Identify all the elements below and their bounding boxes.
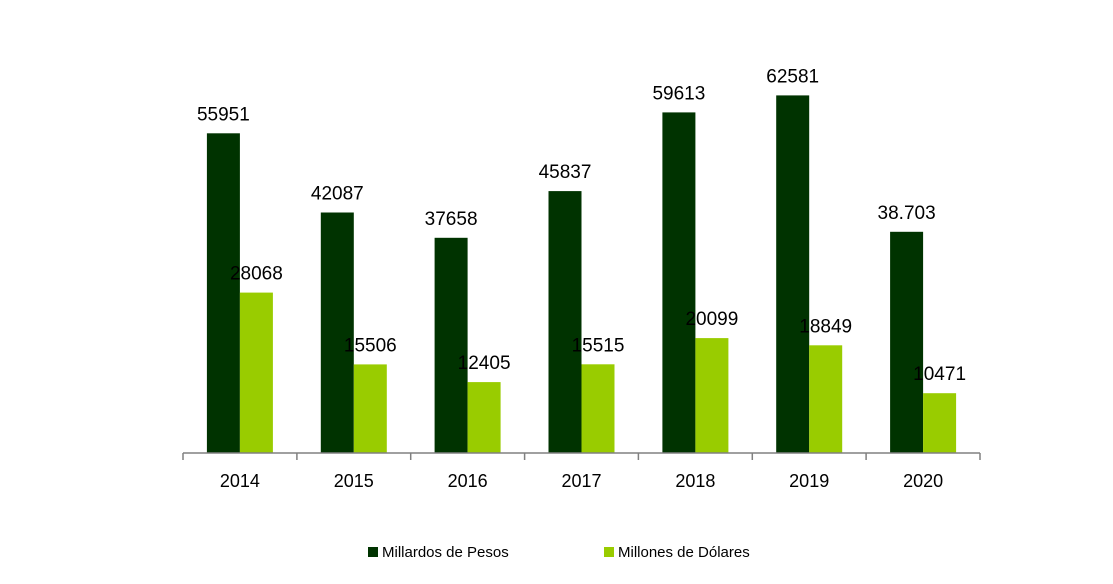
data-label-dolares-2015: 15506	[344, 335, 397, 356]
bar-pesos-2018	[662, 112, 696, 454]
legend-label-pesos: Millardos de Pesos	[382, 544, 509, 561]
legend-swatch-pesos	[368, 547, 378, 557]
data-label-dolares-2014: 28068	[230, 264, 283, 285]
legend: Millardos de Pesos Millones de Dólares	[368, 544, 750, 561]
data-label-pesos-2014: 55951	[197, 104, 250, 125]
legend-swatch-dolares	[604, 547, 614, 557]
bar-pesos-2017	[548, 191, 582, 453]
data-label-pesos-2020: 38.703	[878, 203, 936, 224]
data-label-dolares-2016: 12405	[458, 353, 511, 374]
data-label-dolares-2019: 18849	[799, 316, 852, 337]
legend-label-dolares: Millones de Dólares	[618, 544, 750, 561]
bar-pesos-2016	[434, 237, 468, 453]
data-label-pesos-2019: 62581	[766, 66, 819, 87]
bar-dolares-2016	[467, 382, 501, 453]
bar-dolares-2019	[809, 345, 843, 453]
bar-dolares-2014	[239, 292, 273, 453]
x-tick-label-2017: 2017	[561, 471, 601, 491]
x-tick-label-2014: 2014	[220, 471, 260, 491]
data-label-dolares-2020: 10471	[913, 364, 966, 385]
bar-dolares-2018	[695, 338, 729, 453]
data-label-dolares-2018: 20099	[685, 309, 738, 330]
data-label-pesos-2017: 45837	[539, 162, 592, 183]
data-label-pesos-2018: 59613	[652, 83, 705, 104]
bar-pesos-2020	[890, 231, 924, 453]
bar-dolares-2020	[923, 393, 957, 453]
data-label-pesos-2016: 37658	[425, 209, 478, 230]
x-tick-label-2020: 2020	[903, 471, 943, 491]
bar-dolares-2017	[581, 364, 615, 453]
x-tick-label-2018: 2018	[675, 471, 715, 491]
bar-pesos-2014	[206, 133, 240, 454]
x-tick-label-2019: 2019	[789, 471, 829, 491]
x-axis: 2014 2015 2016 2017 2018 2019 2020	[182, 452, 981, 491]
x-tick-label-2015: 2015	[334, 471, 374, 491]
data-labels-layer: 55951 28068 42087 15506 37658 12405 45837 15515…	[197, 66, 966, 385]
bar-dolares-2015	[353, 364, 387, 453]
bar-pesos-2019	[776, 95, 810, 454]
data-label-dolares-2017: 15515	[572, 335, 625, 356]
data-label-pesos-2015: 42087	[311, 184, 364, 205]
x-tick-label-2016: 2016	[448, 471, 488, 491]
bars-layer	[206, 95, 957, 454]
bar-pesos-2015	[320, 212, 354, 453]
